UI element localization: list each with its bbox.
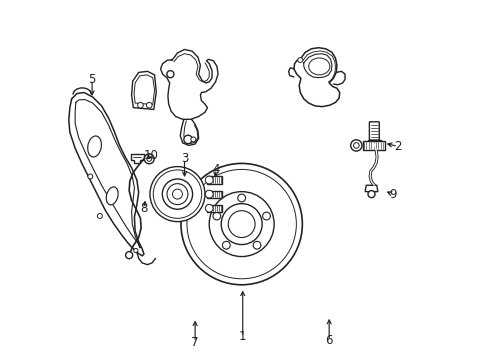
Circle shape bbox=[97, 213, 102, 219]
Text: 2: 2 bbox=[393, 140, 401, 153]
Circle shape bbox=[186, 170, 296, 279]
Circle shape bbox=[167, 184, 187, 204]
Circle shape bbox=[228, 211, 255, 238]
Circle shape bbox=[262, 212, 270, 220]
Text: 10: 10 bbox=[143, 149, 158, 162]
Text: 5: 5 bbox=[88, 73, 96, 86]
Circle shape bbox=[205, 204, 213, 212]
Text: 7: 7 bbox=[191, 336, 199, 349]
Circle shape bbox=[222, 241, 230, 249]
Circle shape bbox=[367, 190, 374, 198]
Circle shape bbox=[181, 163, 302, 285]
Text: 1: 1 bbox=[239, 330, 246, 343]
Circle shape bbox=[144, 154, 154, 164]
Circle shape bbox=[205, 190, 213, 198]
Circle shape bbox=[137, 102, 143, 108]
Polygon shape bbox=[362, 141, 384, 150]
Polygon shape bbox=[207, 205, 222, 212]
Circle shape bbox=[153, 170, 201, 218]
Ellipse shape bbox=[106, 187, 118, 205]
Polygon shape bbox=[207, 176, 222, 184]
Circle shape bbox=[162, 179, 192, 209]
Circle shape bbox=[350, 140, 361, 151]
Circle shape bbox=[221, 204, 262, 244]
Polygon shape bbox=[367, 140, 380, 144]
Circle shape bbox=[209, 192, 274, 257]
Circle shape bbox=[253, 241, 261, 249]
Text: 3: 3 bbox=[181, 152, 188, 165]
Polygon shape bbox=[130, 154, 143, 163]
Circle shape bbox=[205, 176, 213, 184]
Circle shape bbox=[88, 174, 93, 179]
Polygon shape bbox=[134, 75, 154, 104]
Polygon shape bbox=[365, 185, 377, 192]
Text: 8: 8 bbox=[140, 202, 147, 215]
Text: 4: 4 bbox=[212, 163, 220, 176]
Circle shape bbox=[213, 212, 220, 220]
Circle shape bbox=[172, 189, 182, 199]
Circle shape bbox=[146, 156, 151, 161]
Circle shape bbox=[297, 58, 302, 63]
Circle shape bbox=[125, 252, 132, 259]
FancyBboxPatch shape bbox=[368, 122, 379, 140]
Circle shape bbox=[183, 135, 192, 144]
Circle shape bbox=[353, 143, 358, 148]
Ellipse shape bbox=[87, 136, 101, 157]
Circle shape bbox=[190, 137, 195, 142]
Polygon shape bbox=[131, 71, 156, 109]
Circle shape bbox=[237, 194, 245, 202]
Circle shape bbox=[146, 102, 152, 108]
Ellipse shape bbox=[308, 58, 329, 75]
Text: 6: 6 bbox=[325, 334, 332, 347]
Circle shape bbox=[133, 248, 138, 253]
Circle shape bbox=[166, 71, 174, 78]
Text: 9: 9 bbox=[388, 188, 396, 201]
Circle shape bbox=[150, 167, 204, 222]
Polygon shape bbox=[207, 190, 222, 198]
